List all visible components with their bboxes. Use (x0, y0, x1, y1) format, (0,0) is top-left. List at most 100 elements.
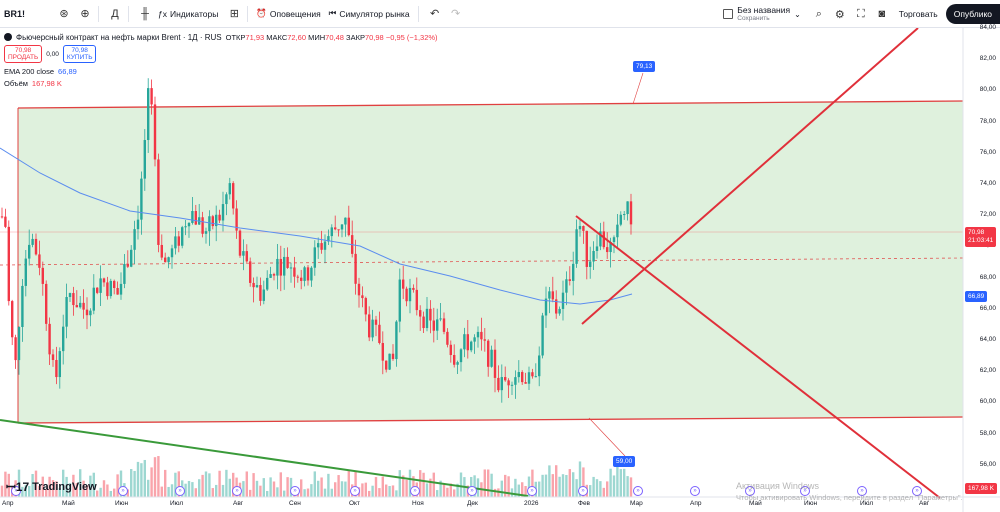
candle-body (31, 238, 34, 245)
tradingview-logo[interactable]: ꟷ17 TradingView (6, 478, 97, 495)
candle-body (55, 359, 58, 378)
candle-body (429, 308, 432, 321)
camera-icon[interactable]: ◙ (878, 8, 886, 20)
event-marker-icon[interactable]: » (527, 486, 537, 496)
volume-bar (476, 478, 480, 497)
candle-body (470, 341, 473, 351)
event-marker-icon[interactable]: » (633, 486, 643, 496)
indicators-button[interactable]: ƒx Индикаторы (154, 9, 222, 19)
time-axis-tick: Июн (115, 500, 129, 507)
candle-body (177, 236, 180, 246)
volume-bar (439, 480, 442, 497)
divider (247, 5, 249, 22)
legend-volume-row[interactable]: Объём 167,98 K (4, 77, 438, 89)
event-marker-icon[interactable]: » (11, 486, 21, 496)
candle-body (541, 315, 544, 356)
chevron-down-icon: ⌄ (794, 9, 801, 19)
event-marker-icon[interactable]: » (800, 486, 810, 496)
candles-icon[interactable]: ╫ (141, 7, 149, 20)
price-axis-tick: 60,00 (979, 398, 996, 406)
event-marker-icon[interactable]: » (745, 486, 755, 496)
volume-bar (606, 481, 609, 497)
candle-body (415, 289, 418, 311)
volume-bar (459, 472, 463, 497)
candle-body (398, 279, 401, 322)
volume-bar (259, 485, 262, 497)
volume-bar (565, 474, 568, 497)
volume-bar (21, 486, 24, 497)
volume-bar (589, 485, 592, 497)
candle-body (153, 104, 157, 160)
volume-bar (504, 474, 507, 497)
compare-icon[interactable]: ⊛ (59, 8, 69, 20)
event-marker-icon[interactable]: » (467, 486, 477, 496)
event-marker-icon[interactable]: » (857, 486, 867, 496)
price-axis-tick: 68,00 (979, 273, 996, 281)
event-marker-icon[interactable]: » (690, 486, 700, 496)
event-marker-icon[interactable]: » (175, 486, 185, 496)
time-axis-tick: Ноя (412, 500, 424, 507)
volume-bar (575, 479, 578, 497)
indicators-icon: ƒx (158, 8, 167, 19)
event-marker-icon[interactable]: » (290, 486, 300, 496)
event-marker-icon[interactable]: » (350, 486, 360, 496)
lower-level-badge[interactable]: 59,00 (613, 456, 636, 467)
price-axis-tick: 78,00 (979, 117, 996, 125)
price-axis-tick: 82,00 (979, 55, 996, 63)
candle-body (378, 324, 381, 344)
candle-body (521, 372, 524, 383)
candle-body (184, 226, 187, 228)
volume-bar (419, 470, 422, 497)
publish-button[interactable]: Опублико (945, 4, 1000, 24)
candle-body (21, 285, 24, 327)
volume-bar (306, 488, 310, 497)
event-marker-icon[interactable]: » (118, 486, 128, 496)
volume-bar (177, 471, 180, 497)
price-axis-tick: 80,00 (979, 86, 996, 94)
event-marker-icon[interactable]: » (232, 486, 242, 496)
volume-bar (313, 471, 316, 497)
fullscreen-icon[interactable]: ⛶ (856, 7, 865, 20)
event-marker-icon[interactable]: » (578, 486, 588, 496)
candle-body (68, 293, 72, 298)
redo-icon[interactable]: ↷ (450, 8, 461, 20)
volume-bar (395, 490, 398, 497)
plus-icon[interactable]: ⊕ (80, 8, 90, 20)
candle-body (436, 319, 439, 331)
layout-menu[interactable]: Без названия Сохранить ⌄ (723, 6, 801, 22)
volume-bar (592, 476, 595, 497)
buy-button[interactable]: 70,98 КУПИТЬ (62, 45, 97, 63)
legend-ema-row[interactable]: EMA 200 close 66,89 (4, 65, 438, 77)
replay-label: Симулятор рынка (339, 8, 410, 19)
candle-body (493, 349, 497, 378)
volume-bar (490, 473, 493, 497)
candle-body (41, 267, 44, 284)
volume-bar (599, 481, 602, 497)
settings-icon[interactable]: ⚙ (834, 8, 845, 21)
interval-button[interactable]: Д (111, 7, 119, 20)
replay-button[interactable]: ⏮ Симулятор рынка (325, 8, 414, 19)
templates-icon[interactable]: ⊞ (229, 8, 239, 20)
volume-label: Объём (4, 78, 28, 88)
trade-button[interactable]: Торговать (898, 9, 938, 19)
candle-body (232, 183, 235, 209)
event-marker-icon[interactable]: » (912, 486, 922, 496)
volume-bar (136, 461, 140, 497)
candle-body (623, 214, 626, 216)
event-marker-icon[interactable]: » (410, 486, 420, 496)
volume-bar (75, 483, 78, 497)
candle-body (497, 377, 500, 391)
symbol-search[interactable]: BR1! (4, 8, 26, 19)
legend-trade-row: 70,98 ПРОДАТЬ 0,00 70,98 КУПИТЬ (4, 43, 438, 65)
candle-body (279, 258, 282, 276)
volume-bar (408, 469, 412, 497)
volume-bar (140, 463, 143, 497)
volume-bar (442, 483, 446, 497)
price-chart[interactable] (0, 28, 1000, 512)
upper-level-badge[interactable]: 79,13 (633, 61, 656, 72)
search-icon[interactable]: ⌕ (815, 7, 822, 20)
alerts-button[interactable]: ⏰ Оповещения (252, 8, 324, 19)
undo-icon[interactable]: ↶ (429, 8, 440, 20)
sell-button[interactable]: 70,98 ПРОДАТЬ (4, 45, 43, 63)
